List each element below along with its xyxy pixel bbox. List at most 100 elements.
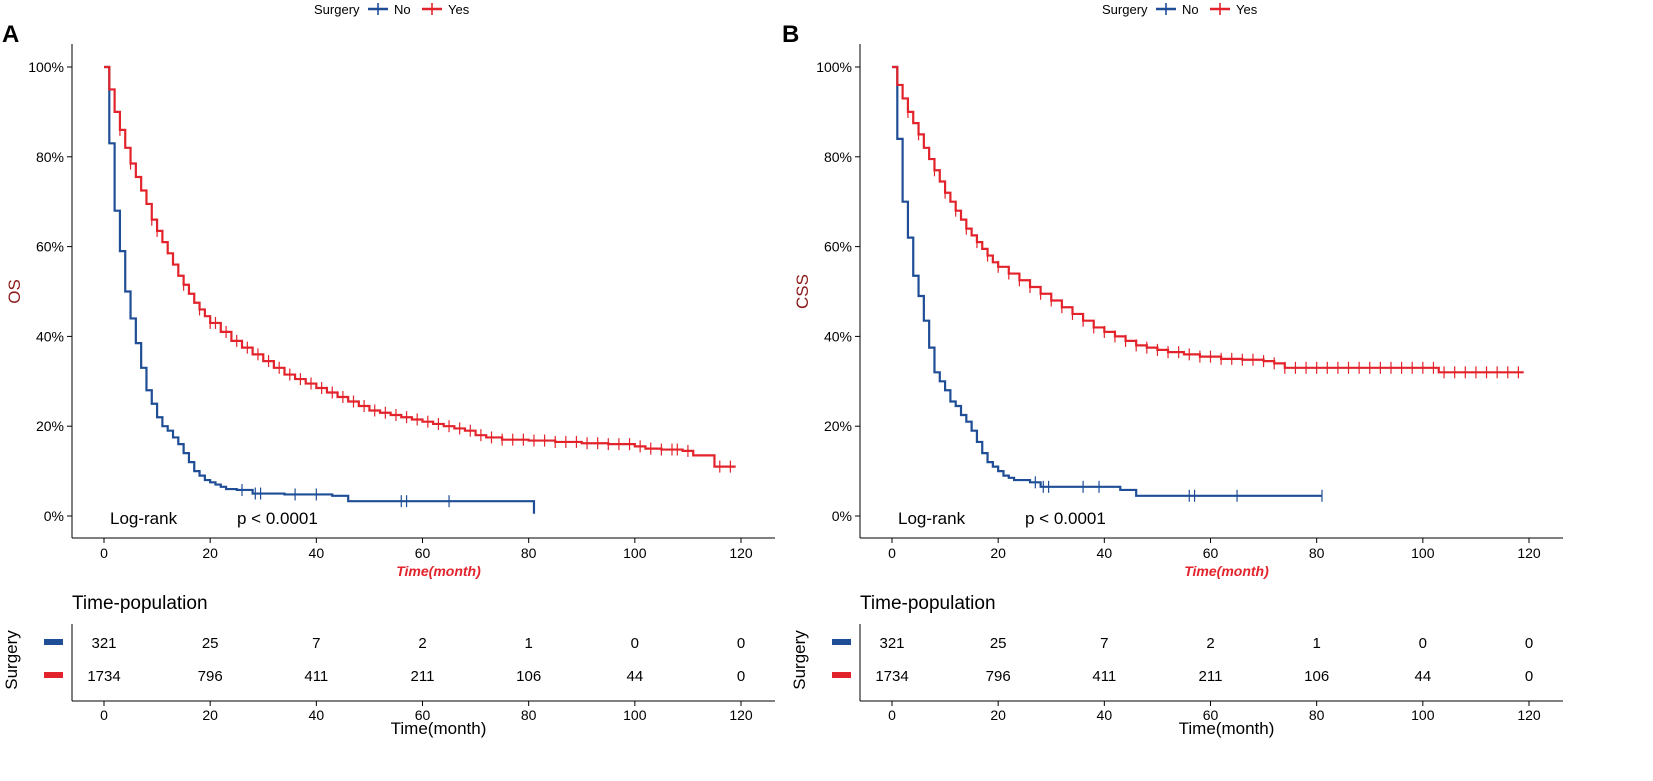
risk-cell: 0 — [1525, 668, 1533, 685]
series-no — [104, 65, 536, 514]
risk-table-title: Time-population — [72, 593, 208, 614]
x-tick-label: 0 — [100, 545, 108, 561]
y-tick-label: 20% — [824, 418, 852, 434]
risk-cell: 211 — [1199, 668, 1223, 685]
risk-x-tick-label: 0 — [100, 707, 108, 723]
x-tick-label: 120 — [1517, 545, 1541, 561]
risk-x-tick-label: 20 — [202, 707, 218, 723]
risk-table-ylabel: Surgery — [2, 630, 21, 690]
risk-cell: 211 — [411, 668, 435, 685]
km-curve-yes — [892, 65, 1524, 374]
x-axis-label: Time(month) — [396, 563, 481, 579]
p-value-label: p < 0.0001 — [237, 509, 318, 528]
risk-cell: 25 — [990, 635, 1007, 652]
y-tick-label: 80% — [824, 149, 852, 165]
legend: Surgery No Yes — [1102, 2, 1258, 17]
legend-entry-yes: Yes — [448, 2, 470, 17]
risk-cell: 2 — [418, 635, 426, 652]
x-tick-label: 60 — [1203, 545, 1219, 561]
risk-row-swatch-no — [44, 639, 63, 645]
x-tick-label: 100 — [1411, 545, 1435, 561]
risk-x-tick-label: 40 — [1097, 707, 1113, 723]
y-axis-label: CSS — [793, 274, 812, 309]
risk-cell: 44 — [1414, 668, 1431, 685]
risk-cell: 0 — [631, 635, 639, 652]
risk-x-tick-label: 80 — [521, 707, 537, 723]
risk-cell: 0 — [737, 635, 745, 652]
x-tick-label: 120 — [729, 545, 753, 561]
x-tick-label: 0 — [888, 545, 896, 561]
series-yes — [892, 65, 1524, 379]
risk-cell: 321 — [879, 635, 904, 652]
series-no — [892, 65, 1323, 502]
risk-cell: 1734 — [875, 668, 908, 685]
x-tick-label: 80 — [1309, 545, 1325, 561]
risk-x-tick-label: 120 — [729, 707, 753, 723]
risk-x-tick-label: 0 — [888, 707, 896, 723]
x-tick-label: 20 — [990, 545, 1006, 561]
km-curve-no — [892, 65, 1322, 497]
panel-label: A — [2, 21, 19, 48]
risk-cell: 321 — [91, 635, 116, 652]
series-yes — [104, 65, 736, 473]
risk-x-tick-label: 60 — [1203, 707, 1219, 723]
risk-cell: 411 — [304, 668, 328, 685]
risk-row-swatch-no — [832, 639, 851, 645]
risk-cell: 0 — [1419, 635, 1427, 652]
risk-cell: 796 — [986, 668, 1011, 685]
risk-x-tick-label: 60 — [415, 707, 431, 723]
risk-cell: 44 — [626, 668, 643, 685]
risk-cell: 0 — [737, 668, 745, 685]
risk-cell: 1734 — [87, 668, 120, 685]
risk-cell: 106 — [516, 668, 541, 685]
y-tick-label: 40% — [36, 328, 64, 344]
y-tick-label: 80% — [36, 149, 64, 165]
risk-table-title: Time-population — [860, 593, 996, 614]
y-tick-label: 60% — [36, 239, 64, 255]
risk-x-tick-label: 120 — [1517, 707, 1541, 723]
risk-x-tick-label: 100 — [623, 707, 647, 723]
x-tick-label: 100 — [623, 545, 647, 561]
legend-entry-yes: Yes — [1236, 2, 1258, 17]
risk-x-tick-label: 20 — [990, 707, 1006, 723]
risk-cell: 1 — [524, 635, 532, 652]
legend-title: Surgery — [314, 2, 360, 17]
y-tick-label: 0% — [832, 508, 852, 524]
risk-table: Time-population Surgery 321 25 7 2 1 0 0 1734 796 4… — [790, 593, 1563, 738]
risk-table-xlabel: Time(month) — [1179, 719, 1275, 738]
risk-x-tick-label: 80 — [1309, 707, 1325, 723]
legend-entry-no: No — [394, 2, 411, 17]
panel-label: B — [782, 21, 799, 48]
y-tick-label: 100% — [28, 59, 64, 75]
y-tick-label: 0% — [44, 508, 64, 524]
logrank-label: Log-rank — [110, 509, 178, 528]
risk-cell: 106 — [1304, 668, 1329, 685]
risk-cell: 7 — [1100, 635, 1108, 652]
risk-table-ylabel: Surgery — [790, 630, 809, 690]
risk-cell: 25 — [202, 635, 219, 652]
x-tick-label: 80 — [521, 545, 537, 561]
risk-cell: 2 — [1206, 635, 1214, 652]
x-tick-label: 40 — [1097, 545, 1113, 561]
risk-cell: 0 — [1525, 635, 1533, 652]
x-axis-label: Time(month) — [1184, 563, 1269, 579]
risk-cell: 7 — [312, 635, 320, 652]
x-tick-label: 20 — [202, 545, 218, 561]
risk-cell: 1 — [1312, 635, 1320, 652]
y-tick-label: 40% — [824, 328, 852, 344]
legend: Surgery No Yes — [314, 2, 470, 17]
legend-title: Surgery — [1102, 2, 1148, 17]
risk-cell: 796 — [198, 668, 223, 685]
logrank-label: Log-rank — [898, 509, 966, 528]
x-tick-label: 60 — [415, 545, 431, 561]
y-axis-label: OS — [5, 279, 24, 304]
y-tick-label: 20% — [36, 418, 64, 434]
risk-table-xlabel: Time(month) — [391, 719, 487, 738]
x-tick-label: 40 — [309, 545, 325, 561]
risk-row-swatch-yes — [44, 672, 63, 678]
km-curve-no — [104, 65, 536, 514]
